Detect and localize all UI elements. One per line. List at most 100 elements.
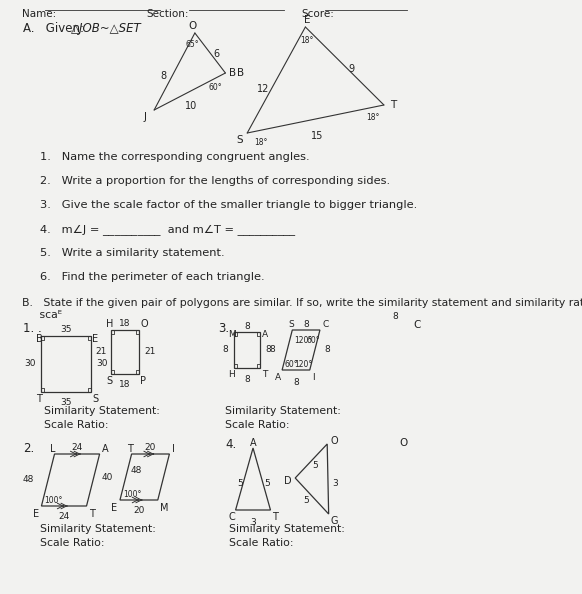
Text: 18°: 18° — [366, 113, 379, 122]
Text: H: H — [106, 319, 113, 329]
Text: I: I — [172, 444, 175, 454]
Text: B.   State if the given pair of polygons are similar. If so, write the similarit: B. State if the given pair of polygons a… — [22, 298, 582, 308]
Text: Scale Ratio:: Scale Ratio: — [229, 538, 293, 548]
Text: 60°: 60° — [284, 360, 298, 369]
Text: T: T — [262, 370, 267, 379]
Text: Name:: Name: — [22, 9, 56, 19]
Text: 2.   Write a proportion for the lengths of corresponding sides.: 2. Write a proportion for the lengths of… — [40, 176, 390, 186]
Text: A: A — [262, 330, 268, 339]
Text: 65°: 65° — [185, 40, 199, 49]
Text: A.   Given:: A. Given: — [23, 22, 88, 35]
Text: B: B — [229, 68, 236, 78]
Text: 35: 35 — [61, 398, 72, 407]
Text: Score:: Score: — [301, 9, 335, 19]
Text: 120°: 120° — [294, 360, 312, 369]
Text: 5: 5 — [303, 496, 309, 505]
Text: 8: 8 — [222, 346, 228, 355]
Text: 30: 30 — [24, 359, 36, 368]
Text: C: C — [228, 512, 235, 522]
Text: T: T — [272, 512, 278, 522]
Text: B: B — [237, 68, 244, 78]
Text: O: O — [189, 21, 197, 31]
Text: Similarity Statement:: Similarity Statement: — [229, 524, 345, 534]
Text: 60°: 60° — [208, 83, 222, 92]
Text: 18: 18 — [119, 319, 131, 328]
Text: Section:: Section: — [146, 9, 189, 19]
Text: 21: 21 — [95, 347, 107, 356]
Text: L: L — [50, 444, 56, 454]
Text: scaᴱ: scaᴱ — [22, 310, 62, 320]
Text: S: S — [106, 376, 112, 386]
Text: Similarity Statement:: Similarity Statement: — [225, 406, 341, 416]
Text: O: O — [140, 319, 148, 329]
Text: 1. .: 1. . — [23, 322, 42, 335]
Text: S: S — [237, 135, 243, 145]
Text: 20: 20 — [145, 443, 156, 452]
Text: 3: 3 — [250, 518, 256, 527]
Text: 8: 8 — [161, 71, 166, 81]
Text: Scale Ratio:: Scale Ratio: — [225, 420, 290, 430]
Text: B: B — [36, 334, 42, 344]
Text: T: T — [36, 394, 41, 404]
Text: 8: 8 — [303, 320, 309, 329]
Text: S: S — [93, 394, 98, 404]
Text: Similarity Statement:: Similarity Statement: — [40, 524, 156, 534]
Text: 8: 8 — [270, 346, 275, 355]
Text: A: A — [275, 373, 281, 382]
Text: M: M — [160, 503, 168, 513]
Text: J: J — [144, 112, 147, 122]
Text: 5.   Write a similarity statement.: 5. Write a similarity statement. — [40, 248, 225, 258]
Text: P: P — [140, 376, 146, 386]
Text: Similarity Statement:: Similarity Statement: — [44, 406, 159, 416]
Text: A: A — [250, 438, 256, 448]
Text: 20: 20 — [133, 506, 144, 515]
Text: M: M — [228, 330, 236, 339]
Text: 35: 35 — [61, 325, 72, 334]
Text: 4.   m∠J = __________  and m∠T = __________: 4. m∠J = __________ and m∠T = __________ — [40, 224, 295, 235]
Text: △JOB~△SET: △JOB~△SET — [70, 22, 141, 35]
Text: G: G — [330, 516, 338, 526]
Text: 18°: 18° — [254, 138, 268, 147]
Text: T: T — [88, 509, 95, 519]
Text: 5: 5 — [313, 461, 318, 470]
Text: 12: 12 — [257, 84, 269, 94]
Text: 6.   Find the perimeter of each triangle.: 6. Find the perimeter of each triangle. — [40, 272, 265, 282]
Text: 8: 8 — [265, 346, 271, 355]
Text: 120°: 120° — [294, 336, 313, 345]
Text: 15: 15 — [311, 131, 323, 141]
Text: 4.: 4. — [225, 438, 237, 451]
Text: 10: 10 — [185, 101, 197, 111]
Text: 8: 8 — [244, 375, 250, 384]
Text: A: A — [102, 444, 108, 454]
Text: 5: 5 — [237, 479, 243, 488]
Text: T: T — [127, 444, 133, 454]
Text: 3.: 3. — [218, 322, 229, 335]
Text: 5: 5 — [265, 479, 271, 488]
Text: I: I — [312, 373, 314, 382]
Text: 8: 8 — [293, 378, 299, 387]
Text: O: O — [330, 436, 338, 446]
Text: H: H — [228, 370, 235, 379]
Text: 18: 18 — [119, 380, 131, 389]
Text: 40: 40 — [101, 472, 112, 482]
Text: Scale Ratio:: Scale Ratio: — [40, 538, 105, 548]
Text: E: E — [93, 334, 98, 344]
Text: 2.: 2. — [23, 442, 34, 455]
Text: C: C — [413, 320, 420, 330]
Text: 18°: 18° — [300, 36, 314, 45]
Text: 9: 9 — [349, 64, 355, 74]
Text: C: C — [322, 320, 328, 329]
Text: 30: 30 — [96, 359, 108, 368]
Text: 100°: 100° — [44, 496, 63, 505]
Text: E: E — [111, 503, 118, 513]
Text: O: O — [399, 438, 407, 448]
Text: 8: 8 — [324, 346, 330, 355]
Text: 8: 8 — [392, 312, 398, 321]
Text: 24: 24 — [58, 512, 70, 521]
Text: S: S — [288, 320, 294, 329]
Text: E: E — [33, 509, 39, 519]
Text: E: E — [304, 15, 310, 25]
Text: T: T — [390, 100, 396, 110]
Text: 6: 6 — [213, 49, 219, 59]
Text: 48: 48 — [130, 466, 141, 475]
